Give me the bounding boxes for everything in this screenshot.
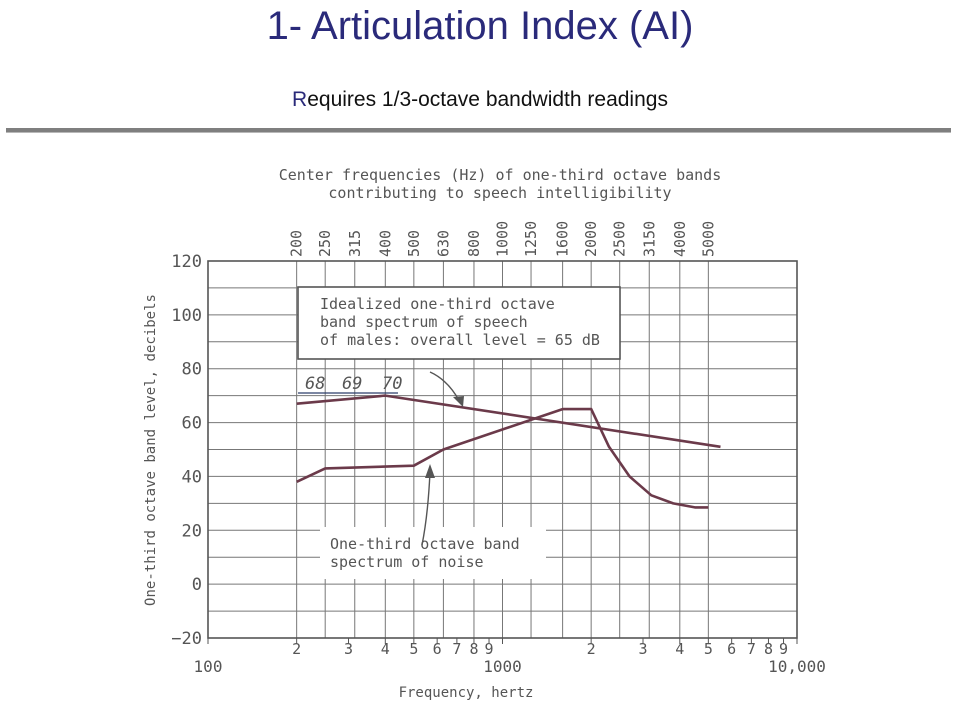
band-center-label: 800 xyxy=(465,230,483,257)
speech-annotation-line: band spectrum of speech xyxy=(320,313,528,331)
x-tick-label: 9 xyxy=(779,640,788,658)
title-divider xyxy=(6,128,951,133)
x-tick-label: 100 xyxy=(194,657,223,676)
slide-subtitle: Requires 1/3-octave bandwidth readings xyxy=(0,88,960,112)
band-center-label: 250 xyxy=(316,230,334,257)
speech-annotation-line: of males: overall level = 65 dB xyxy=(320,331,600,349)
band-center-label: 400 xyxy=(376,230,394,257)
band-center-label: 1000 xyxy=(494,221,512,257)
band-center-label: 315 xyxy=(346,230,364,257)
band-center-label: 3150 xyxy=(640,221,658,257)
x-tick-label: 9 xyxy=(485,640,494,658)
noise-spectrum-line xyxy=(296,407,709,509)
y-tick-label: 40 xyxy=(182,467,202,487)
x-tick-label: 1000 xyxy=(483,657,522,676)
band-center-label: 500 xyxy=(405,230,423,257)
noise-annotation-line: One-third octave band xyxy=(330,535,520,553)
x-tick-label: 2 xyxy=(587,640,596,658)
y-tick-label: 100 xyxy=(171,306,202,326)
x-axis-title: Frequency, hertz xyxy=(399,685,534,701)
chart-axes xyxy=(207,260,798,644)
y-tick-label: 120 xyxy=(171,252,202,272)
x-tick-label: 10,000 xyxy=(768,657,826,676)
band-center-label: 1600 xyxy=(554,221,572,257)
speech-annotation-line: Idealized one-third octave xyxy=(320,295,555,313)
chart-title-line: contributing to speech intelligibility xyxy=(328,184,671,202)
noise-arrow xyxy=(421,471,431,546)
x-tick-label: 7 xyxy=(747,640,756,658)
handwritten-value: 69 xyxy=(342,374,362,394)
x-tick-label: 5 xyxy=(704,640,713,658)
handwritten-value: 68 xyxy=(305,374,325,394)
x-tick-label: 3 xyxy=(344,640,353,658)
y-tick-label: 80 xyxy=(182,360,202,380)
x-tick-label: 2 xyxy=(292,640,301,658)
x-tick-label: 3 xyxy=(638,640,647,658)
subtitle-text: equires 1/3-octave bandwidth readings xyxy=(307,88,668,111)
subtitle-initial: R xyxy=(292,88,308,111)
noise-annotation-box xyxy=(320,527,546,579)
x-tick-label: 7 xyxy=(452,640,461,658)
y-tick-label: 60 xyxy=(182,414,202,434)
x-tick-label: 6 xyxy=(433,640,442,658)
chart-series xyxy=(296,286,721,579)
y-tick-label: 20 xyxy=(182,521,202,541)
band-center-label: 200 xyxy=(288,230,306,257)
speech-spectrum-line xyxy=(296,394,721,449)
speech-annotation-box xyxy=(297,286,621,360)
y-tick-label: 0 xyxy=(192,575,202,595)
handwritten-value: 70 xyxy=(382,374,402,394)
band-center-label: 4000 xyxy=(671,221,689,257)
band-center-label: 5000 xyxy=(699,221,717,257)
band-center-label: 2000 xyxy=(582,221,600,257)
x-tick-label: 4 xyxy=(675,640,684,658)
x-tick-label: 8 xyxy=(764,640,773,658)
band-center-label: 630 xyxy=(434,230,452,257)
x-tick-label: 6 xyxy=(727,640,736,658)
x-tick-label: 8 xyxy=(469,640,478,658)
x-tick-label: 5 xyxy=(409,640,418,658)
x-tick-label: 4 xyxy=(381,640,390,658)
y-axis-title: One-third octave band level, decibels xyxy=(143,294,159,606)
slide-title: 1- Articulation Index (AI) xyxy=(266,4,694,48)
speech-arrowhead xyxy=(453,396,464,407)
band-center-label: 1250 xyxy=(522,221,540,257)
noise-annotation-line: spectrum of noise xyxy=(330,553,484,571)
chart-title-line: Center frequencies (Hz) of one-third oct… xyxy=(279,166,722,184)
band-center-label: 2500 xyxy=(611,221,629,257)
y-tick-label: −20 xyxy=(171,629,202,649)
noise-arrowhead xyxy=(425,464,435,478)
